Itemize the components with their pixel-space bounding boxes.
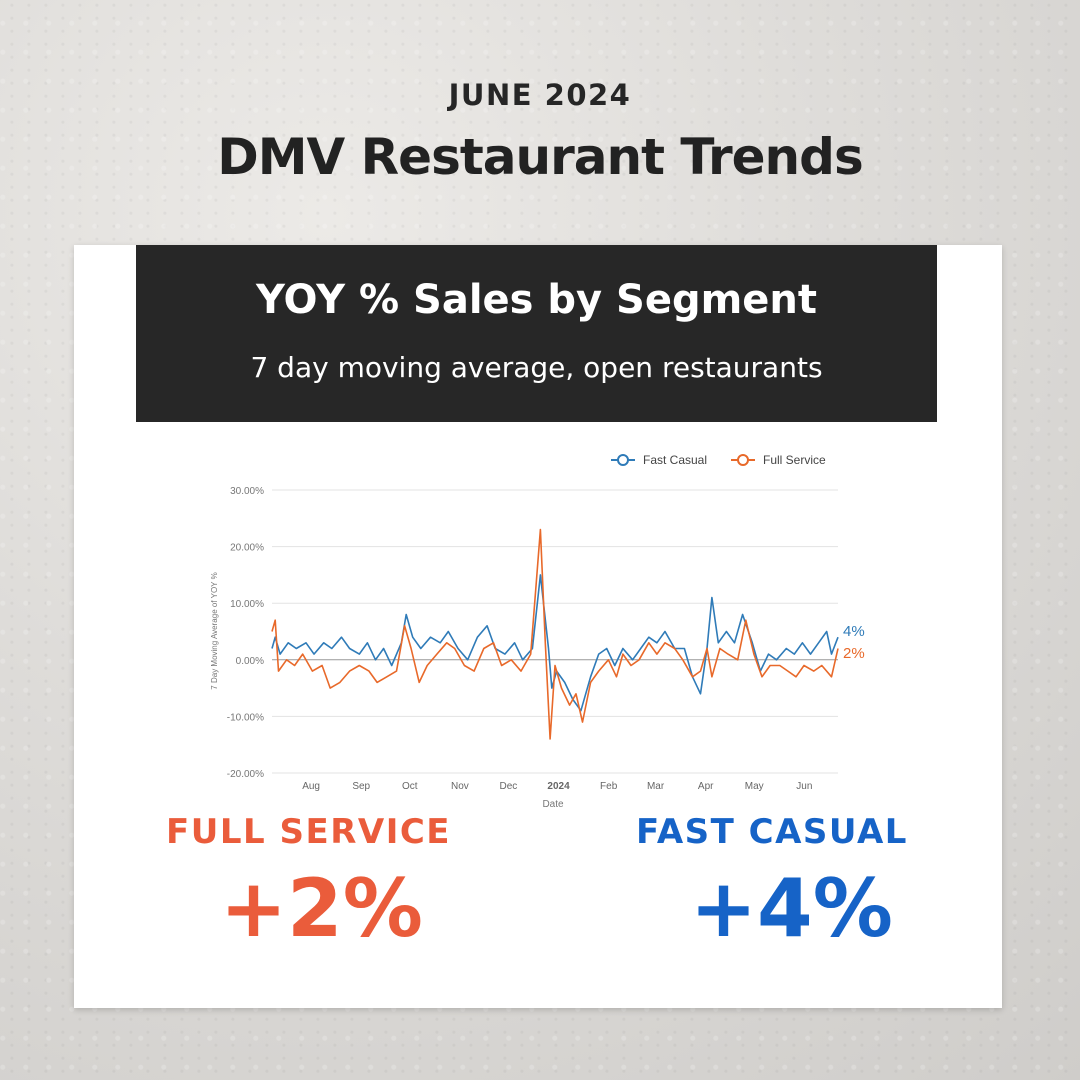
legend-label: Fast Casual xyxy=(643,453,707,467)
legend-marker xyxy=(617,454,629,466)
x-tick-label: Apr xyxy=(698,781,714,792)
panel-subtitle: 7 day moving average, open restaurants xyxy=(250,351,823,384)
x-tick-label: Oct xyxy=(402,781,418,792)
series-line-0 xyxy=(271,574,839,712)
x-tick-label: Aug xyxy=(302,781,320,792)
x-tick-label: Nov xyxy=(451,781,469,792)
y-tick-label: 20.00% xyxy=(230,543,264,554)
fast-casual-label: FAST CASUAL xyxy=(636,812,908,852)
panel-banner: YOY % Sales by Segment 7 day moving aver… xyxy=(136,245,937,422)
fast-casual-value: +4% xyxy=(690,862,893,955)
panel-title: YOY % Sales by Segment xyxy=(256,277,817,323)
page-title: DMV Restaurant Trends xyxy=(217,128,863,186)
legend-marker xyxy=(737,454,749,466)
x-tick-label: Sep xyxy=(352,781,370,792)
y-tick-label: 30.00% xyxy=(230,486,264,497)
header-kicker: JUNE 2024 xyxy=(448,78,632,112)
x-axis-title: Date xyxy=(542,799,564,810)
full-service-label: FULL SERVICE xyxy=(166,812,452,852)
x-tick-label: Dec xyxy=(500,781,518,792)
series-line-1 xyxy=(271,528,839,740)
series-end-label: 4% xyxy=(843,623,865,640)
y-tick-label: 0.00% xyxy=(236,656,264,667)
x-tick-label: Jun xyxy=(796,781,812,792)
x-tick-label: Feb xyxy=(600,781,618,792)
y-tick-label: -20.00% xyxy=(227,769,264,780)
y-tick-label: -10.00% xyxy=(227,712,264,723)
x-tick-label: May xyxy=(745,781,764,792)
x-tick-label: Mar xyxy=(647,781,665,792)
series-end-label: 2% xyxy=(843,645,865,662)
y-axis-title: 7 Day Moving Average of YOY % xyxy=(210,572,219,689)
y-tick-label: 10.00% xyxy=(230,599,264,610)
x-tick-label: 2024 xyxy=(547,781,570,792)
legend-label: Full Service xyxy=(763,453,826,467)
full-service-value: +2% xyxy=(220,862,423,955)
